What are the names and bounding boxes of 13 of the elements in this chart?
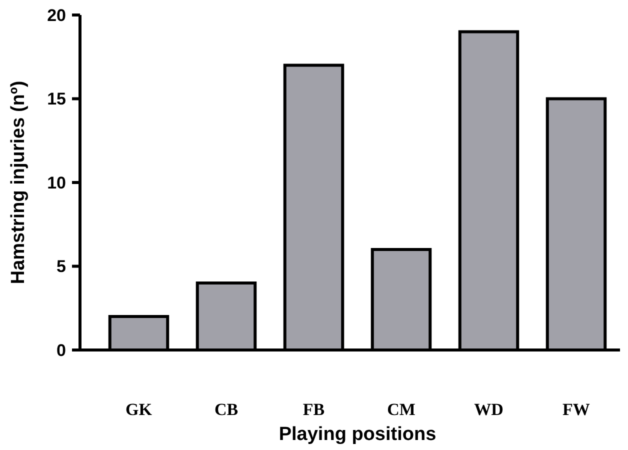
x-tick-label: FW [562, 400, 590, 419]
x-tick-label: CB [214, 400, 238, 419]
x-axis-title: Playing positions [278, 424, 436, 445]
x-tick-label: GK [126, 400, 153, 419]
y-tick-label: 20 [47, 6, 66, 25]
y-tick-label: 15 [47, 90, 66, 109]
y-tick-label: 10 [47, 173, 66, 192]
x-tick-label: WD [474, 400, 504, 419]
x-tick-label: CM [387, 400, 416, 419]
y-tick-label: 0 [56, 340, 66, 360]
y-axis-title: Hamstring injuries (nº) [8, 80, 29, 284]
x-tick-label: FB [302, 400, 325, 419]
y-tick-label: 5 [56, 257, 66, 276]
